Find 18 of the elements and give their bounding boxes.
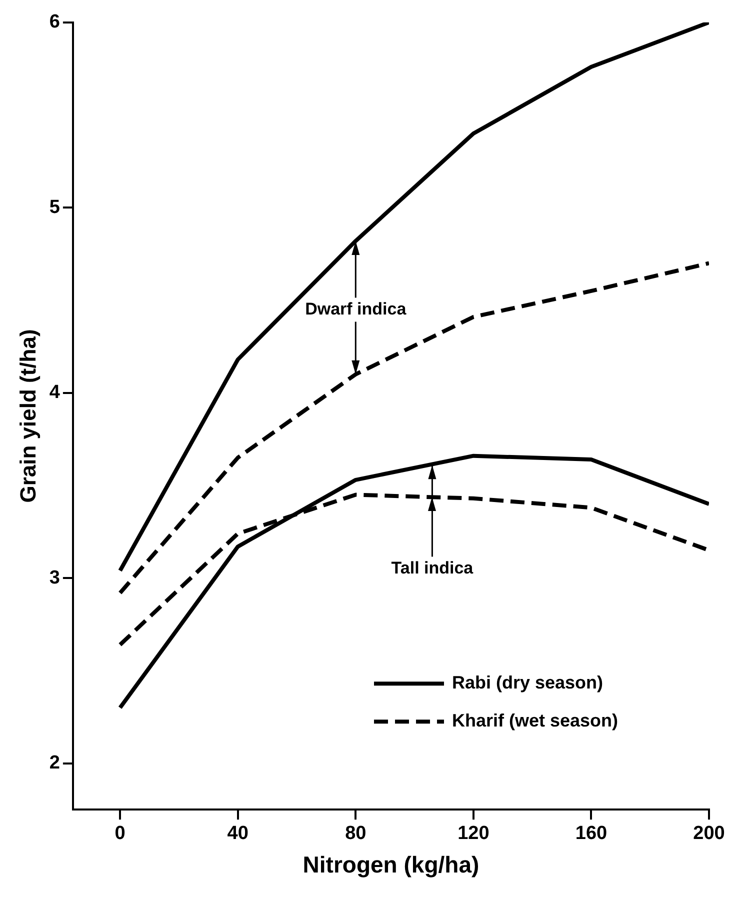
- legend-label: Rabi (dry season): [452, 672, 604, 693]
- x-tick-label: 160: [575, 823, 608, 844]
- line-series: [118, 261, 709, 595]
- x-tick-label: 40: [227, 823, 248, 844]
- annotation: Tall indica: [391, 558, 474, 578]
- y-axis-title: Grain yield (t/ha): [15, 329, 40, 503]
- legend-label: Kharif (wet season): [452, 710, 618, 731]
- x-tick-label: 200: [693, 823, 725, 844]
- y-tick-label: 5: [49, 196, 60, 218]
- y-tick-label: 4: [49, 382, 60, 404]
- x-tick-label: 80: [345, 823, 366, 844]
- y-tick-label: 6: [49, 12, 60, 33]
- y-tick-label: 2: [49, 752, 60, 774]
- y-tick-label: 3: [49, 567, 60, 588]
- x-tick-label: 0: [114, 823, 126, 844]
- x-axis-title: Nitrogen (kg/ha): [302, 852, 480, 878]
- annotation: Dwarf indica: [305, 299, 407, 318]
- x-tick-label: 120: [458, 823, 490, 844]
